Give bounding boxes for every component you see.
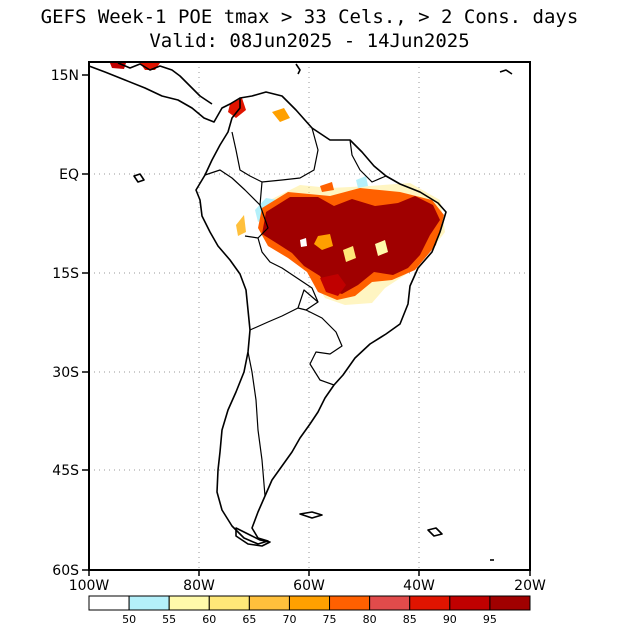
lat-label: 15N [51,68,79,84]
colorbar-tick-label: 65 [242,613,256,626]
colorbar-tick-label: 90 [443,613,457,626]
colorbar-swatch [288,595,331,611]
map-background [89,62,530,570]
colorbar-tick-label: 80 [363,613,377,626]
colorbar-tick-label: 85 [403,613,417,626]
lon-label: 100W [69,578,110,594]
colorbar-tick-label: 55 [162,613,176,626]
colorbar-tick-label: 95 [483,613,497,626]
colorbar-tick-label: 60 [202,613,216,626]
colorbar-swatch [369,595,411,611]
colorbar-swatch [329,595,371,611]
colorbar-swatch [489,595,531,611]
colorbar-swatch [409,595,451,611]
lon-label: 40W [403,578,435,594]
lat-label: EQ [59,167,79,183]
longitude-labels: 100W 80W 60W 40W 20W [69,578,546,594]
lat-label: 30S [52,365,79,381]
lat-label: 45S [52,463,79,479]
colorbar-labels: 50 55 60 65 70 75 80 85 90 95 [122,613,497,626]
lon-label: 20W [514,578,546,594]
colorbar-tick-label: 70 [282,613,296,626]
colorbar-swatch [208,595,250,611]
colorbar-swatch [128,595,170,611]
lon-label: 80W [183,578,215,594]
coastlines [88,62,513,561]
lat-label: 60S [52,563,79,579]
colorbar [88,595,531,611]
probability-field [110,63,445,305]
map-title: GEFS Week-1 POE tmax > 33 Cels., > 2 Con… [40,6,579,28]
colorbar-swatch [88,595,130,611]
colorbar-swatch [168,595,210,611]
colorbar-swatch [449,595,491,611]
colorbar-tick-label: 50 [122,613,136,626]
valid-date-range: Valid: 08Jun2025 - 14Jun2025 [149,30,470,52]
axis-ticks [82,74,531,576]
lon-label: 60W [293,578,325,594]
latitude-labels: 15N EQ 15S 30S 45S 60S [51,68,79,579]
colorbar-swatch [248,595,290,611]
lat-label: 15S [52,266,79,282]
colorbar-tick-label: 75 [323,613,337,626]
